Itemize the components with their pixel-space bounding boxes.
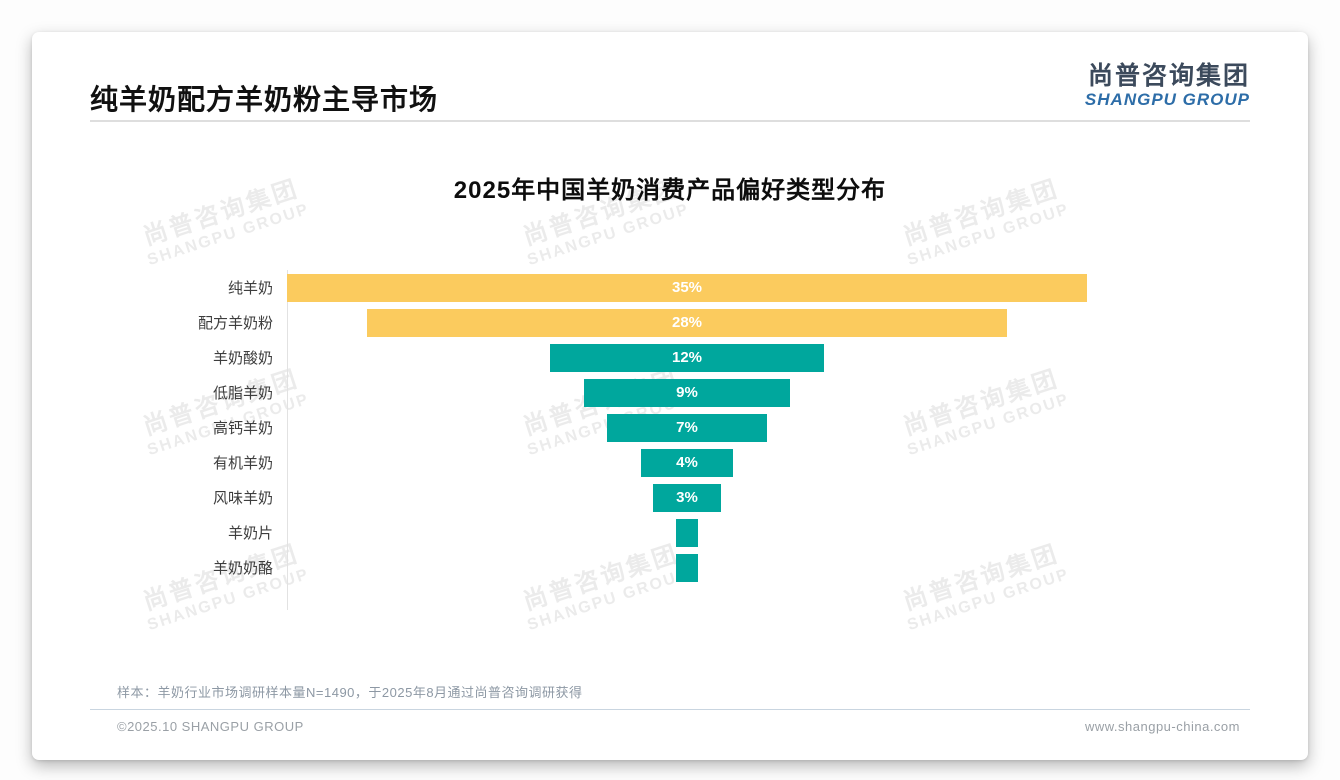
chart-row: 配方羊奶粉 28% [32,305,1132,340]
footer-divider [90,709,1250,710]
category-label: 羊奶奶酪 [212,560,273,577]
bar: 3% [652,483,722,512]
chart-row: 高钙羊奶 7% [32,410,1132,445]
bar [675,553,699,582]
category-label: 风味羊奶 [212,490,273,507]
chart-row: 羊奶酸奶 12% [32,340,1132,375]
logo-cn-text: 尚普咨询集团 [1087,62,1250,90]
chart-row: 风味羊奶 3% [32,480,1132,515]
value-label: 35% [671,279,703,296]
value-label: 9% [676,384,698,401]
page-title: 纯羊奶配方羊奶粉主导市场 [90,84,439,115]
company-logo: 尚普咨询集团 SHANGPU GROUP [1085,62,1250,110]
plot-cell [287,553,1087,582]
plot-cell: 3% [287,483,1087,512]
sample-footnote: 样本：羊奶行业市场调研样本量N=1490，于2025年8月通过尚普咨询调研获得 [117,685,583,700]
plot-cell: 35% [287,273,1087,302]
footer-copyright: ©2025.10 SHANGPU GROUP [117,719,304,734]
bar [675,518,699,547]
logo-en-text: SHANGPU GROUP [1084,90,1250,109]
category-label: 羊奶片 [227,525,273,542]
plot-cell: 9% [287,378,1087,407]
header: 纯羊奶配方羊奶粉主导市场 尚普咨询集团 SHANGPU GROUP [90,62,1250,120]
footer: ©2025.10 SHANGPU GROUP www.shangpu-china… [117,719,1240,734]
header-divider [90,120,1250,122]
footer-website: www.shangpu-china.com [1084,719,1240,734]
category-label: 配方羊奶粉 [197,315,273,332]
plot-cell: 7% [287,413,1087,442]
category-label: 高钙羊奶 [212,420,273,437]
category-label: 纯羊奶 [227,280,273,297]
plot-cell: 12% [287,343,1087,372]
bar: 9% [584,378,790,407]
chart-rows: 纯羊奶 35% 配方羊奶粉 28% 羊奶酸奶 12% 低脂羊奶 9% 高钙羊奶 7% 有机羊奶 4% 风… [32,270,1132,585]
slide-card: 尚普咨询集团 SHANGPU GROUP 尚普咨询集团 SHANGPU GROUP 尚普… [32,32,1308,760]
value-label: 3% [676,489,698,506]
value-label: 28% [671,314,703,331]
chart-title: 2025年中国羊奶消费产品偏好类型分布 [453,177,887,204]
plot-cell: 4% [287,448,1087,477]
value-label: 4% [676,454,698,471]
plot-cell: 28% [287,308,1087,337]
bar: 12% [549,343,825,372]
plot-cell [287,518,1087,547]
chart-row: 纯羊奶 35% [32,270,1132,305]
category-label: 羊奶酸奶 [212,350,273,367]
watermark-en-text: SHANGPU GROUP [145,200,312,270]
bar: 28% [367,308,1007,337]
watermark-en-text: SHANGPU GROUP [525,200,692,270]
bar: 35% [287,273,1087,302]
bar: 4% [641,448,733,477]
chart-row: 羊奶奶酪 [32,550,1132,585]
bar: 7% [607,413,767,442]
value-label: 12% [671,349,703,366]
chart-row: 羊奶片 [32,515,1132,550]
watermark-en-text: SHANGPU GROUP [905,200,1072,270]
chart-row: 有机羊奶 4% [32,445,1132,480]
category-label: 有机羊奶 [212,455,273,472]
value-label: 7% [676,419,698,436]
category-label: 低脂羊奶 [212,385,273,402]
chart-row: 低脂羊奶 9% [32,375,1132,410]
chart-axis-line [287,270,288,610]
